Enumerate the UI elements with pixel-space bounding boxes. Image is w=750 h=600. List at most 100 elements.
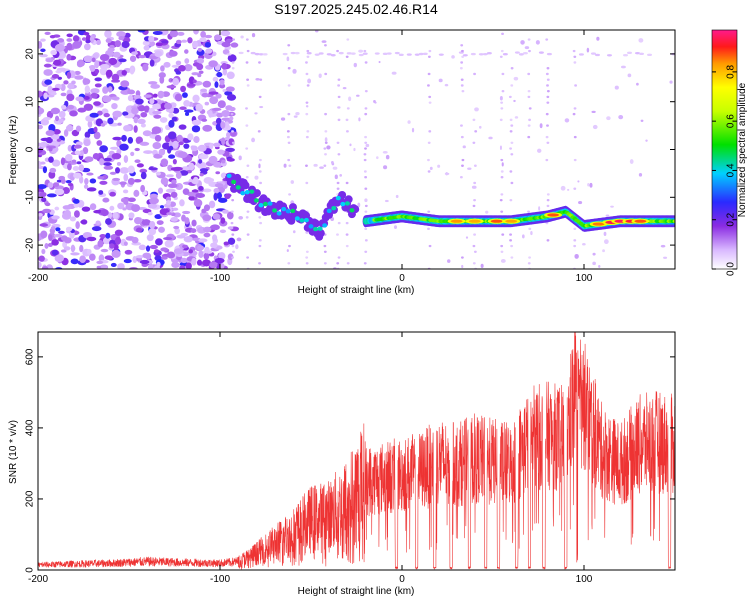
speckle-blob (574, 253, 579, 259)
noise-blob (94, 60, 100, 69)
noise-blob (133, 179, 142, 183)
noise-blob (105, 232, 111, 239)
noise-blob (85, 39, 91, 44)
noise-blob (121, 134, 127, 142)
noise-blob (193, 30, 199, 35)
noise-blob (225, 38, 233, 43)
band-blob (382, 52, 388, 56)
noise-blob (62, 205, 72, 210)
noise-blob (202, 80, 212, 88)
stripe-blob (500, 170, 504, 173)
noise-blob (99, 145, 108, 153)
trace-core-blob (240, 190, 246, 196)
band-blob (647, 53, 653, 57)
noise-blob (99, 158, 105, 166)
noise-blob (121, 40, 130, 49)
band-blob (594, 53, 600, 57)
noise-blob (89, 35, 95, 44)
noise-blob (123, 199, 129, 205)
stripe-blob (345, 221, 349, 225)
trace-core-blob (231, 179, 237, 185)
stripe-blob (323, 250, 327, 253)
stripe-blob (336, 181, 340, 185)
stripe-blob (459, 176, 463, 179)
speckle-blob (640, 119, 644, 122)
noise-blob (122, 111, 129, 116)
speckle-blob (258, 163, 261, 169)
noise-blob (154, 134, 162, 142)
noise-blob (127, 136, 134, 144)
stripe-blob (572, 112, 576, 116)
noise-blob (213, 142, 221, 148)
stripe-blob (427, 210, 431, 213)
noise-blob (200, 88, 208, 93)
noise-blob (72, 198, 80, 204)
band-blob (478, 53, 484, 56)
x-tick-label: 100 (576, 273, 593, 284)
noise-blob (102, 95, 112, 103)
snr-panel: -200 -100 0 100 0 200 400 600 Height of straig… (8, 331, 676, 597)
stripe-blob (546, 101, 550, 104)
band-blob (226, 53, 232, 56)
stripe-blob (545, 158, 549, 162)
stripe-blob (345, 181, 349, 185)
noise-blob (166, 85, 177, 89)
band-blob (262, 53, 268, 56)
stripe-blob (461, 158, 465, 162)
speckle-blob (330, 161, 334, 164)
noise-blob (66, 71, 72, 79)
x-tick-label: 0 (399, 273, 405, 284)
noise-blob (43, 63, 52, 68)
noise-blob (54, 43, 65, 52)
speckle-blob (365, 143, 370, 148)
noise-blob (107, 86, 113, 93)
trace-blob (241, 181, 250, 190)
noise-blob (175, 70, 182, 75)
hotspot-blob (505, 219, 518, 223)
noise-blob (152, 93, 158, 98)
noise-blob (46, 193, 57, 198)
noise-blob (119, 143, 129, 151)
stripe-blob (573, 158, 577, 162)
speckle-blob (514, 116, 519, 119)
noise-blob (83, 139, 91, 147)
band-blob (546, 52, 552, 56)
stripe-blob (232, 250, 235, 253)
band-blob (462, 54, 468, 57)
speckle-blob (313, 163, 318, 167)
noise-blob (191, 119, 202, 126)
noise-blob (60, 249, 67, 253)
noise-blob (52, 129, 61, 135)
stripe-blob (305, 112, 309, 116)
noise-blob (109, 243, 115, 249)
stripe-blob (509, 118, 513, 122)
noise-blob (69, 110, 78, 117)
noise-blob (166, 251, 176, 259)
noise-blob (40, 48, 46, 53)
speckle-blob (286, 56, 290, 62)
stripe-blob (364, 204, 368, 208)
speckle-blob (645, 139, 648, 142)
speckle-blob (393, 225, 398, 229)
noise-blob (38, 255, 45, 262)
noise-blob (110, 96, 120, 101)
speckle-blob (342, 86, 347, 90)
noise-blob (229, 106, 236, 112)
speckle-blob (605, 214, 610, 217)
band-blob (518, 53, 524, 56)
speckle-blob (520, 40, 525, 45)
stripe-blob (510, 256, 514, 259)
noise-blob (79, 255, 87, 264)
noise-blob (91, 57, 96, 63)
noise-blob (160, 247, 169, 252)
stripe-blob (258, 170, 262, 173)
speckle-blob (567, 188, 570, 191)
band-blob (330, 54, 336, 57)
stripe-blob (460, 78, 464, 81)
noise-blob (52, 182, 60, 187)
noise-blob (221, 159, 226, 164)
noise-blob (39, 54, 48, 58)
noise-blob (178, 124, 187, 130)
noise-blob (158, 226, 165, 233)
noise-blob (148, 35, 155, 43)
